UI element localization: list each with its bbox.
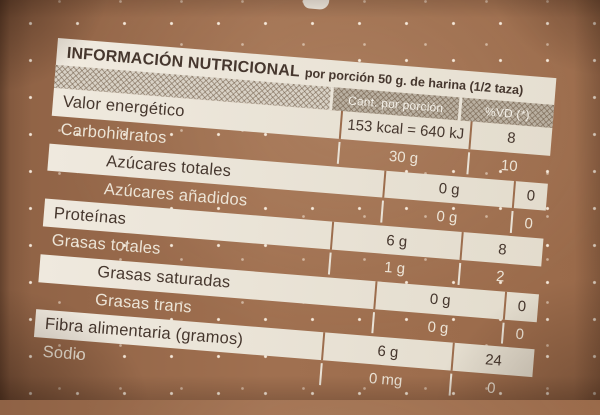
nutrient-table: Valor energético 153 kcal = 640 kJ 8 Car…: [32, 87, 553, 405]
dv-cell: 0: [448, 373, 533, 402]
bag-print-remnant: [302, 0, 330, 11]
dv-cell: 2: [457, 262, 541, 292]
dv-cell: 0: [509, 211, 546, 236]
dv-cell: 0: [502, 291, 540, 322]
dv-cell: 10: [466, 152, 550, 181]
nutrition-label: INFORMACIÓN NUTRICIONALpor porción 50 g.…: [31, 38, 557, 415]
dv-cell: 0: [500, 322, 537, 347]
dv-cell: 0: [511, 180, 548, 212]
